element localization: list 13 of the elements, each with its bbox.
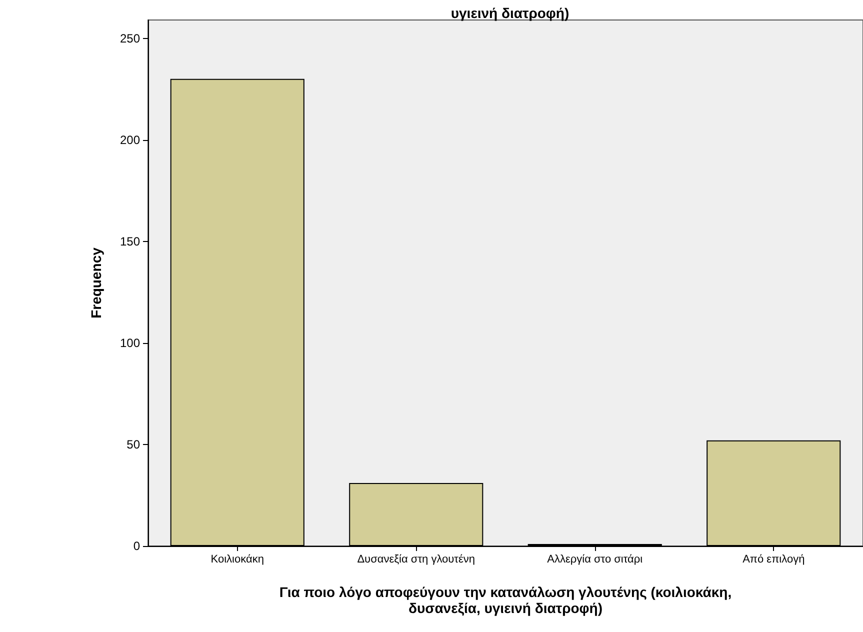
- y-tick-label: 150: [120, 234, 140, 248]
- x-tick-label: Από επιλογή: [742, 554, 805, 566]
- x-tick-label: Κοιλιοκάκη: [210, 554, 264, 566]
- chart-title: υγιεινή διατροφή): [450, 5, 570, 21]
- y-tick-label: 250: [120, 31, 140, 46]
- y-tick-label: 0: [133, 539, 140, 553]
- y-tick-label: 50: [126, 437, 140, 452]
- y-tick-label: 100: [120, 336, 140, 350]
- y-axis-title: Frequency: [88, 247, 104, 318]
- x-axis-title: Για ποιο λόγο αποφεύγουν την κατανάλωση γλουτένης (κοιλιοκάκη, δυσανεξία, υγιεινή διατροφή): [279, 584, 732, 616]
- x-tick-label: Δυσανεξία στη γλουτένη: [357, 554, 476, 566]
- y-tick-label: 200: [120, 132, 140, 147]
- x-tick-label: Αλλεργία στο σιτάρι: [547, 554, 644, 566]
